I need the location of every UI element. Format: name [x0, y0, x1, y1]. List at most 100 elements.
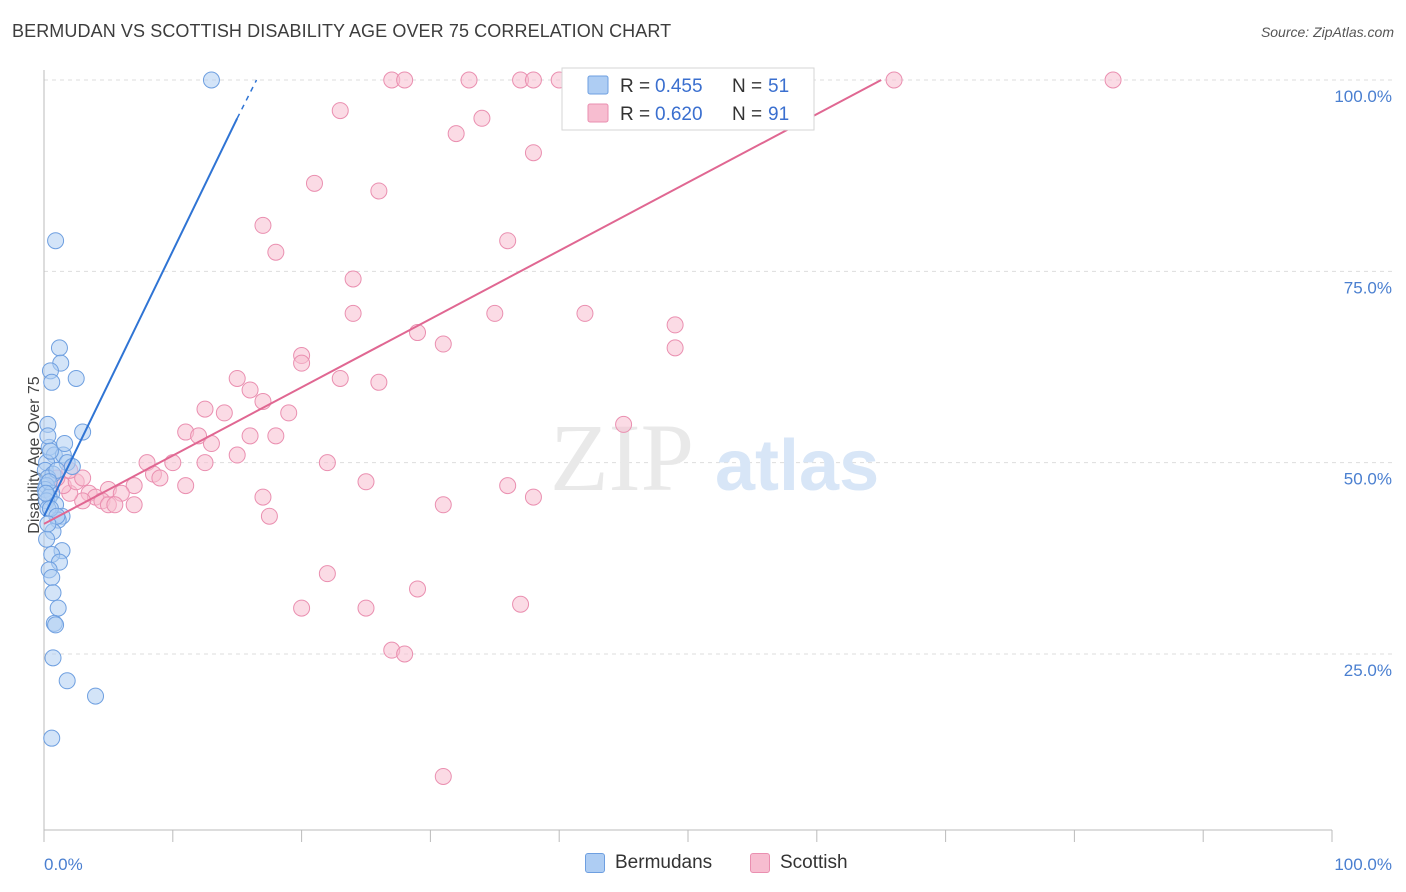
- scottish-point: [196, 400, 214, 418]
- scottish-point: [524, 144, 542, 162]
- bottom-legend: Bermudans Scottish: [0, 852, 1406, 878]
- bermudans-point: [43, 373, 61, 391]
- scottish-point: [151, 469, 169, 487]
- bermudans-point: [44, 584, 62, 602]
- x-tick-label: 0.0%: [44, 855, 83, 874]
- scottish-point: [370, 182, 388, 200]
- scottish-point: [524, 488, 542, 506]
- scottish-point: [280, 404, 298, 422]
- scottish-point: [254, 216, 272, 234]
- legend-n-value-bermudans: 51: [768, 76, 789, 97]
- bermudans-point: [44, 649, 62, 667]
- scottish-point: [125, 477, 143, 495]
- scottish-point: [460, 71, 478, 89]
- scottish-point: [196, 454, 214, 472]
- scottish-point: [409, 580, 427, 598]
- scottish-point: [434, 496, 452, 514]
- scottish-point: [615, 415, 633, 433]
- scottish-point: [357, 473, 375, 491]
- scottish-point: [267, 427, 285, 445]
- scottish-point: [666, 316, 684, 334]
- scottish-point: [241, 427, 259, 445]
- bermudans-trend-line: [43, 117, 239, 517]
- scottish-point: [434, 767, 452, 785]
- bottom-legend-label-scottish: Scottish: [780, 852, 848, 873]
- scottish-point: [260, 507, 278, 525]
- legend-r-value-bermudans: 0.455: [655, 76, 703, 97]
- scottish-point: [254, 488, 272, 506]
- bermudans-point: [58, 672, 76, 690]
- legend-r-label-scottish: R =: [620, 104, 650, 125]
- scottish-point: [396, 645, 414, 663]
- bermudans-point: [37, 484, 55, 502]
- y-tick-label: 50.0%: [1344, 470, 1392, 489]
- scottish-point: [293, 354, 311, 372]
- bermudans-points: [36, 71, 220, 747]
- scottish-point: [267, 243, 285, 261]
- legend-n-label-scottish: N =: [732, 104, 762, 125]
- scottish-point: [499, 477, 517, 495]
- scottish-point: [396, 71, 414, 89]
- scottish-point: [524, 71, 542, 89]
- bermudans-point: [56, 435, 74, 453]
- scottish-point: [241, 381, 259, 399]
- scottish-point: [357, 599, 375, 617]
- scottish-point: [318, 565, 336, 583]
- grid: [44, 79, 1392, 655]
- bermudans-point: [47, 616, 65, 634]
- bottom-legend-label-bermudans: Bermudans: [615, 852, 713, 873]
- bermudans-point: [49, 599, 67, 617]
- source-label: Source: ZipAtlas.com: [1260, 24, 1394, 40]
- legend-swatch-scottish: [587, 103, 609, 123]
- bermudans-point: [50, 339, 68, 357]
- bermudans-point: [38, 530, 56, 548]
- scottish-point: [331, 369, 349, 387]
- scottish-point: [125, 496, 143, 514]
- bottom-legend-item-bermudans[interactable]: Bermudans: [585, 852, 712, 874]
- x-tick-label: 100.0%: [1334, 855, 1392, 874]
- scottish-point: [370, 373, 388, 391]
- bermudans-point: [87, 687, 105, 705]
- scottish-point: [512, 595, 530, 613]
- scottish-point: [106, 496, 124, 514]
- scottish-point: [228, 446, 246, 464]
- bermudans-point: [202, 71, 220, 89]
- bermudans-point: [47, 232, 65, 250]
- legend-n-value-scottish: 91: [768, 104, 789, 125]
- watermark: ZIP atlas: [550, 404, 879, 511]
- legend-r-value-scottish: 0.620: [655, 104, 703, 125]
- bermudans-point: [43, 729, 61, 747]
- scottish-swatch: [750, 853, 770, 873]
- legend-swatch-bermudans: [587, 75, 609, 95]
- scottish-point: [305, 174, 323, 192]
- bermudans-swatch: [585, 853, 605, 873]
- tick-labels: 25.0% 50.0% 75.0% 100.0% 0.0% 100.0%: [44, 87, 1392, 874]
- scottish-point: [473, 109, 491, 127]
- scottish-point: [434, 335, 452, 353]
- scottish-point: [486, 304, 504, 322]
- inset-legend: R = 0.455 N = 51 R = 0.620 N = 91: [561, 67, 815, 131]
- bermudans-point: [41, 442, 59, 460]
- legend-r-label-bermudans: R =: [620, 76, 650, 97]
- scottish-point: [318, 454, 336, 472]
- scottish-point: [576, 304, 594, 322]
- bermudans-point: [39, 427, 57, 445]
- trend-lines: [43, 79, 882, 525]
- y-tick-label: 100.0%: [1334, 87, 1392, 106]
- scottish-point: [447, 125, 465, 143]
- scottish-point: [228, 369, 246, 387]
- scottish-point: [885, 71, 903, 89]
- scottish-point: [74, 469, 92, 487]
- legend-n-label-bermudans: N =: [732, 76, 762, 97]
- bottom-legend-item-scottish[interactable]: Scottish: [750, 852, 848, 874]
- bermudans-point: [63, 457, 81, 475]
- bermudans-point: [43, 568, 61, 586]
- scottish-point: [344, 270, 362, 288]
- scottish-point: [344, 304, 362, 322]
- scottish-trend-line: [43, 79, 882, 525]
- scottish-point: [293, 599, 311, 617]
- scottish-point: [1104, 71, 1122, 89]
- scottish-points: [48, 71, 1122, 785]
- scottish-point: [164, 454, 182, 472]
